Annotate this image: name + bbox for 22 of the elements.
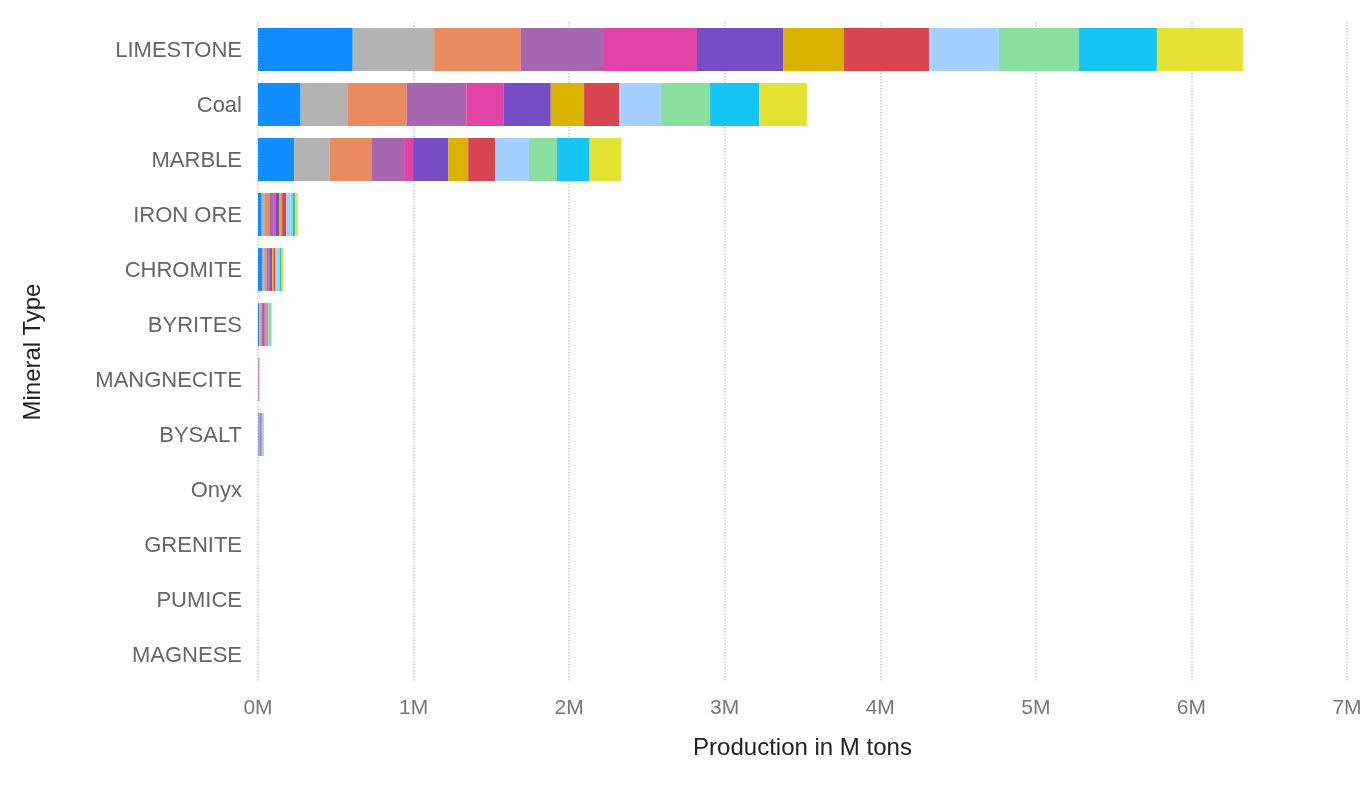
y-tick-label: GRENITE: [144, 532, 242, 557]
y-tick-label: PUMICE: [156, 587, 242, 612]
y-tick-label: MAGNESE: [131, 642, 242, 667]
y-tick-label: MANGNECITE: [95, 367, 242, 392]
y-tick-label: LIMESTONE: [115, 37, 242, 62]
y-tick-label: IRON ORE: [133, 202, 242, 227]
y-tick-label: MARBLE: [151, 147, 242, 172]
y-tick-label: CHROMITE: [124, 257, 242, 282]
x-tick-label: 5M: [1021, 695, 1051, 718]
x-tick-label: 0M: [243, 695, 273, 718]
x-tick-label: 1M: [398, 695, 429, 718]
x-tick-label: 4M: [865, 695, 895, 718]
y-tick-label: Onyx: [190, 477, 242, 502]
x-tick-label: 6M: [1176, 695, 1207, 718]
x-tick-label: 2M: [554, 695, 584, 718]
y-tick-label: BYSALT: [159, 422, 242, 447]
y-tick-label: Coal: [196, 92, 242, 117]
y-axis-title: Mineral Type: [17, 283, 45, 421]
x-axis-title: Production in M tons: [693, 732, 912, 760]
x-tick-label: 7M: [1332, 695, 1362, 718]
x-tick-label: 3M: [710, 695, 740, 718]
y-tick-label: BYRITES: [147, 312, 242, 337]
